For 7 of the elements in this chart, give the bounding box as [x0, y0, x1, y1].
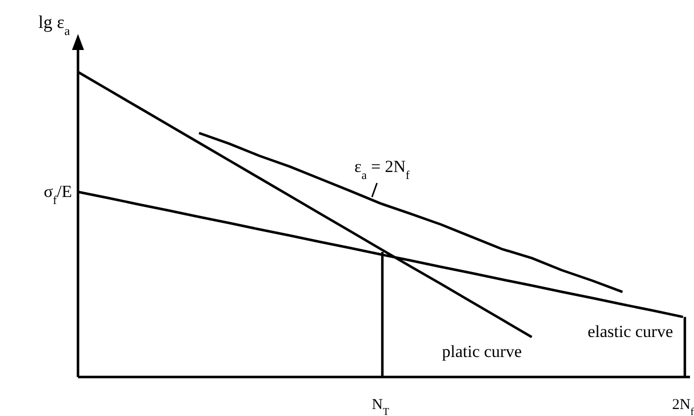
text: σ$_{f}$/E	[44, 182, 72, 207]
annotation: ε$_{a}$ = 2N$_{f}$	[354, 157, 410, 182]
series-label: elastic curve	[588, 322, 673, 341]
y-axis-title: lg ε$_{a}$	[38, 12, 70, 38]
x-tick-label: N$_{T}$	[372, 397, 390, 416]
series-label: platic curve	[442, 342, 522, 362]
x-tick-label: 2N$_{f}$	[672, 397, 694, 416]
